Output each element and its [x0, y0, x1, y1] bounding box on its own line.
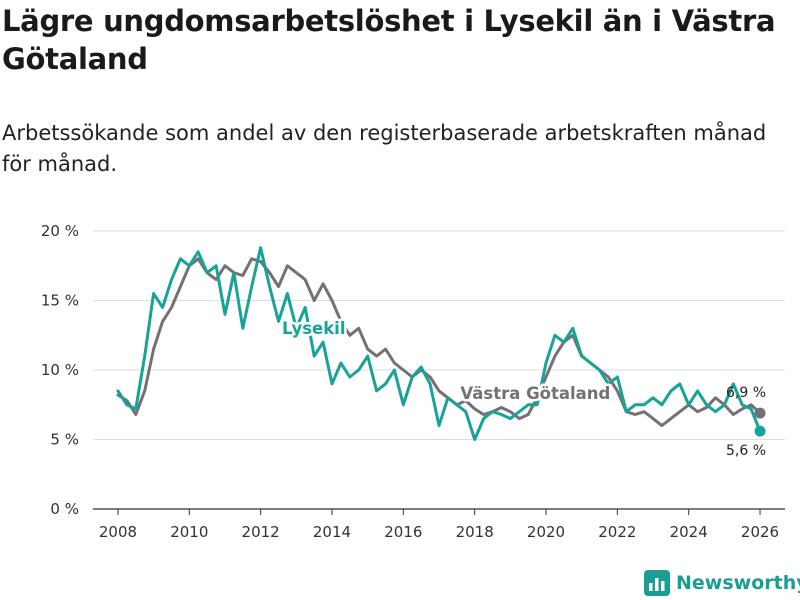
newsworthy-logo[interactable]: Newsworthy — [644, 568, 800, 598]
vastra-gotaland-end-label: 6,9 % — [726, 385, 766, 401]
x-tick-label: 2024 — [670, 523, 708, 541]
x-tick-label: 2020 — [527, 523, 565, 541]
y-tick-label: 5 % — [50, 431, 79, 449]
lysekil-end-point — [754, 425, 766, 437]
chart-title: Lägre ungdomsarbetslöshet i Lysekil än i… — [2, 4, 776, 76]
vastra-gotaland-series-label: Västra Götaland — [460, 384, 610, 403]
y-tick-label: 15 % — [41, 292, 79, 310]
y-tick-label: 0 % — [50, 500, 79, 518]
x-tick-label: 2016 — [384, 523, 422, 541]
vastra-gotaland-end-point — [754, 407, 766, 419]
x-tick-label: 2022 — [598, 523, 636, 541]
lysekil-series-label: Lysekil — [282, 319, 345, 338]
lysekil-end-label: 5,6 % — [726, 443, 766, 459]
y-tick-label: 20 % — [41, 222, 79, 240]
brand-name: Newsworthy — [676, 572, 800, 594]
x-tick-label: 2014 — [313, 523, 351, 541]
x-tick-label: 2026 — [741, 523, 779, 541]
vastra-gotaland-line — [116, 257, 762, 428]
x-tick-label: 2010 — [170, 523, 208, 541]
x-tick-label: 2012 — [242, 523, 280, 541]
chart-subtitle: Arbetssökande som andel av den registerb… — [2, 121, 767, 176]
y-tick-label: 10 % — [41, 361, 79, 379]
lysekil-line — [116, 246, 762, 441]
x-tick-label: 2008 — [99, 523, 137, 541]
bar-chart-icon — [644, 570, 670, 596]
x-tick-label: 2018 — [456, 523, 494, 541]
